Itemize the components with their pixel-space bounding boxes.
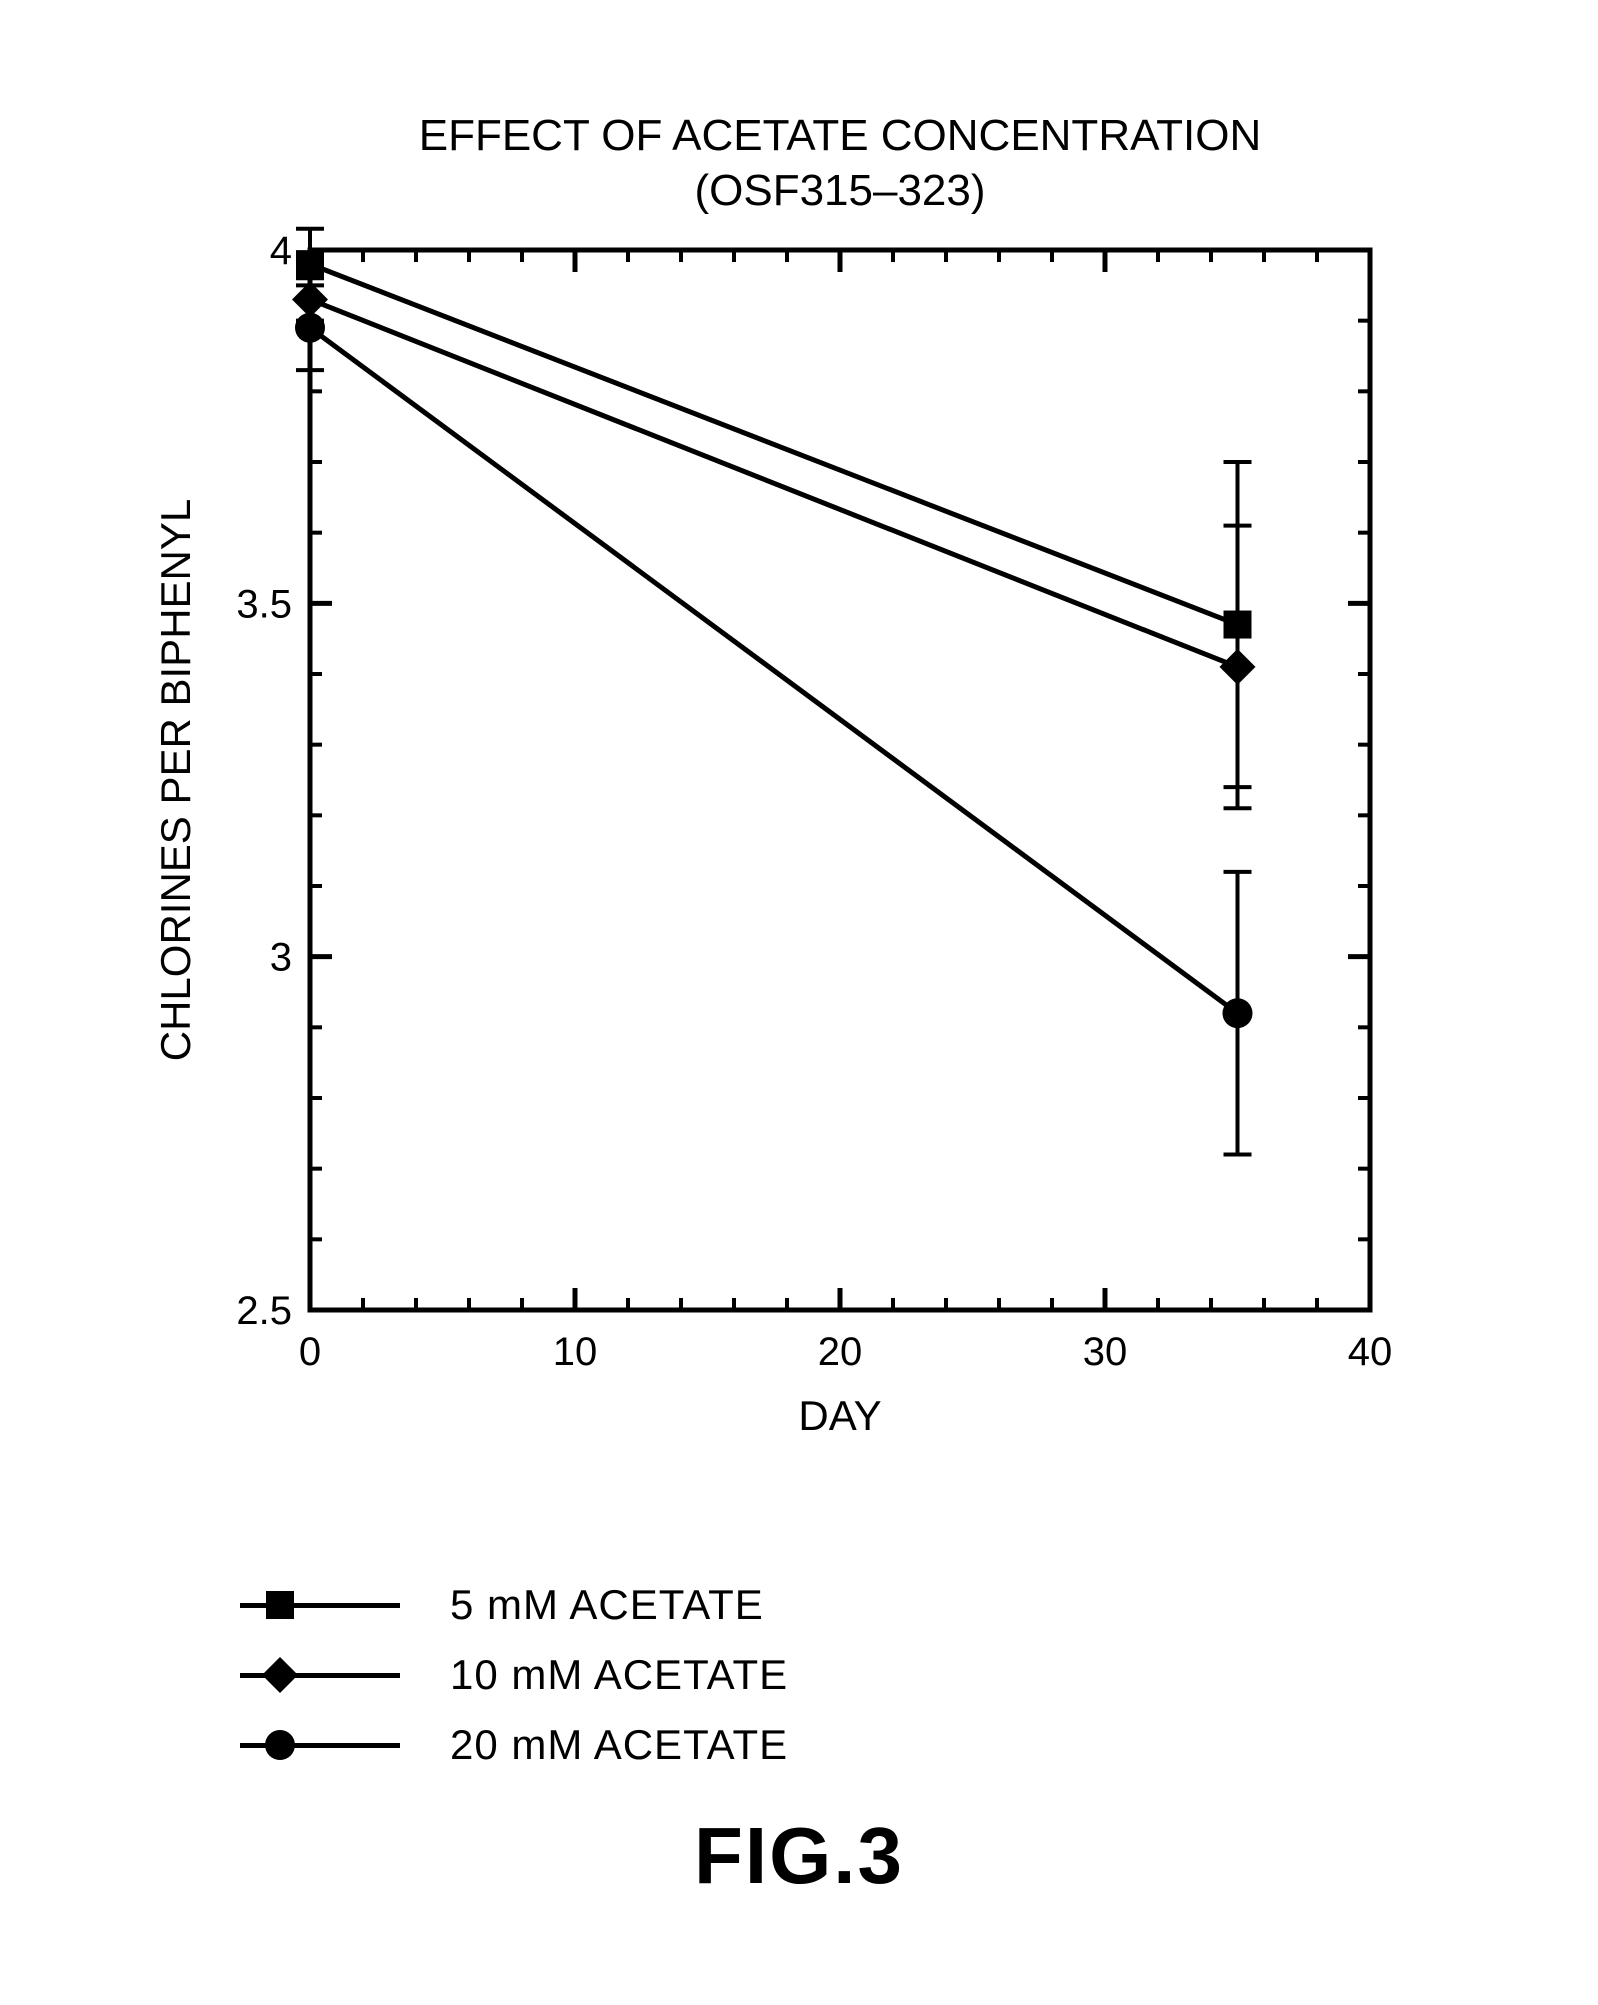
svg-text:30: 30 (1083, 1330, 1128, 1374)
legend-item: 10 mM ACETATE (240, 1640, 788, 1710)
legend-line (240, 1743, 320, 1748)
chart-container: EFFECT OF ACETATE CONCENTRATION (OSF315–3… (120, 100, 1470, 1500)
legend-line (240, 1603, 320, 1608)
square-icon (260, 1585, 300, 1625)
legend-line (240, 1673, 320, 1678)
svg-text:CHLORINES PER BIPHENYL: CHLORINES PER BIPHENYL (152, 499, 199, 1062)
legend-item: 20 mM ACETATE (240, 1710, 788, 1780)
legend-label: 10 mM ACETATE (450, 1651, 788, 1699)
legend-label: 20 mM ACETATE (450, 1721, 788, 1769)
svg-text:EFFECT OF ACETATE CONCENTRATIO: EFFECT OF ACETATE CONCENTRATION (419, 111, 1262, 160)
circle-icon (260, 1725, 300, 1765)
svg-text:(OSF315–323): (OSF315–323) (694, 166, 985, 215)
legend-item: 5 mM ACETATE (240, 1570, 788, 1640)
diamond-icon (260, 1655, 300, 1695)
figure-label: FIG.3 (0, 1810, 1598, 1902)
svg-text:40: 40 (1348, 1330, 1393, 1374)
svg-text:3: 3 (270, 936, 292, 980)
page: EFFECT OF ACETATE CONCENTRATION (OSF315–3… (0, 0, 1598, 2005)
svg-text:4: 4 (270, 229, 292, 273)
svg-text:0: 0 (299, 1330, 321, 1374)
legend-label: 5 mM ACETATE (450, 1581, 764, 1629)
legend: 5 mM ACETATE 10 mM ACETATE 20 mM ACETATE (240, 1570, 788, 1780)
svg-text:10: 10 (553, 1330, 598, 1374)
svg-text:3.5: 3.5 (236, 582, 292, 626)
svg-text:DAY: DAY (798, 1392, 881, 1439)
svg-text:20: 20 (818, 1330, 863, 1374)
chart-svg: EFFECT OF ACETATE CONCENTRATION (OSF315–3… (120, 100, 1470, 1500)
svg-text:2.5: 2.5 (236, 1289, 292, 1333)
